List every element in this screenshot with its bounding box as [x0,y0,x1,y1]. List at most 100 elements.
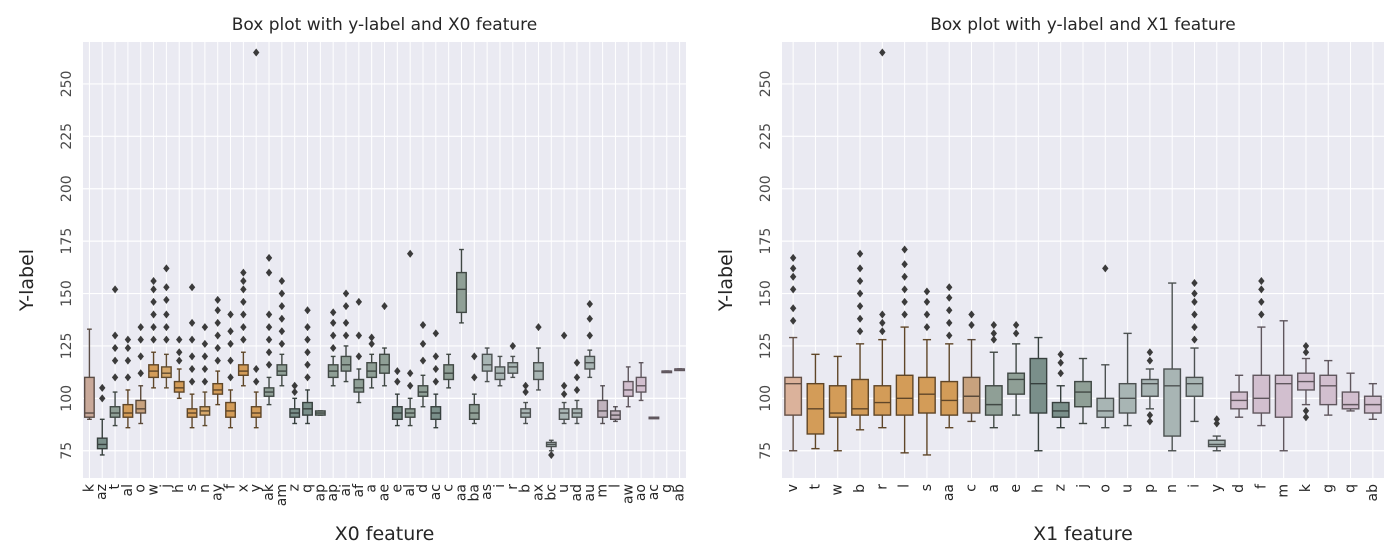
outlier-point [342,302,350,311]
x-tick-label: v [785,484,801,492]
iqr-box [366,362,378,379]
box-y: y [1207,42,1226,492]
outlier-point [214,344,221,353]
y-tick-label: 175 [59,228,75,255]
x-tick-label: au [582,484,598,501]
y-tick-label: 100 [59,385,75,412]
y-axis-label: Y-label [16,249,38,312]
outlier-point [355,331,363,340]
outlier-point [573,385,581,394]
box-aa: aa [453,42,469,501]
outlier-point [265,348,273,357]
y-tick-label: 125 [758,333,774,360]
outlier-point [406,369,414,378]
outlier-point [1102,264,1109,273]
box-ac: ac [428,42,444,500]
iqr-box [1207,439,1226,448]
y-tick-label: 150 [758,280,774,307]
box-t: t [806,42,825,490]
x-tick-label: b [518,484,534,493]
iqr-box [507,362,519,374]
outlier-point [188,283,196,292]
box-a: a [364,42,380,493]
x-axis-label: X0 feature [335,523,435,545]
y-tick-label: 75 [59,442,75,460]
outlier-point [163,323,170,332]
box-k: k [81,42,97,492]
box-q: q [1341,42,1360,493]
x-tick-label: w [830,484,846,495]
x-tick-label: ac [428,484,444,500]
outlier-point [240,268,247,277]
outlier-point [137,335,144,344]
outlier-point [150,323,157,332]
iqr-box [558,408,570,421]
iqr-box [1029,357,1048,414]
iqr-box [135,399,147,414]
x-tick-label: o [133,484,149,493]
box-al: al [402,42,418,496]
outlier-point [432,329,440,338]
iqr-box [1007,372,1026,395]
outlier-point [188,377,196,386]
iqr-box [417,385,429,397]
box-y: y [248,42,264,492]
outlier-point [99,394,106,403]
box-f: f [223,42,239,489]
box-b: b [851,42,869,493]
outlier-point [111,373,119,382]
box-ab: ab [1363,42,1382,501]
outlier-point [240,297,247,306]
box-r: r [873,42,892,490]
box-c: c [441,42,457,492]
x-tick-label: e [1008,484,1024,493]
x-tick-label: a [986,484,1002,493]
x-tick-label: ab [672,484,688,502]
x-tick-label: m [1276,484,1292,498]
x-tick-label: d [415,484,431,493]
iqr-box [962,376,981,414]
outlier-point [1302,341,1310,350]
chart-title: Box plot with y-label and X1 feature [930,15,1236,35]
x-tick-label: ak [261,483,277,501]
outlier-point [342,289,350,298]
box-f: f [1252,42,1271,489]
iqr-box [597,399,609,418]
outlier-point [471,373,478,382]
box-ab: ab [672,42,688,501]
x-tick-label: ae [377,484,393,501]
x-tick-label: n [1164,484,1180,493]
outlier-point [901,260,908,269]
outlier-point [201,339,209,348]
outlier-point [1057,358,1064,367]
x-tick-label: s [184,484,200,491]
y-tick-label: 225 [59,123,75,150]
x-tick-label: aw [620,484,636,504]
box-r: r [505,42,521,490]
outlier-point [188,335,196,344]
x-tick-label: w [146,484,162,495]
iqr-box [340,355,352,372]
x-tick-label: h [1030,484,1046,493]
outlier-point [150,297,157,306]
x-tick-label: j [1075,484,1091,489]
x-tick-label: f [223,483,239,489]
outlier-point [394,377,401,386]
x-tick-label: q [300,484,316,493]
box-b: b [518,42,534,493]
outlier-point [432,365,440,373]
outlier-point [214,306,221,315]
x1-boxplot-chart: 75 100 125 150 175 200 225 250 v t w b r l s aa c a e h z j o u… [715,15,1384,545]
outlier-point [176,356,183,365]
outlier-point [901,297,908,306]
outlier-point [201,323,209,332]
outlier-point [1146,411,1154,420]
iqr-box [1185,376,1204,397]
outlier-point [188,365,196,373]
x-tick-label: ap [325,484,341,502]
outlier-point [163,310,170,319]
x-tick-label: i [1186,484,1202,488]
y-tick-label: 200 [59,175,75,202]
outlier-point [201,377,209,386]
iqr-box [83,376,95,418]
